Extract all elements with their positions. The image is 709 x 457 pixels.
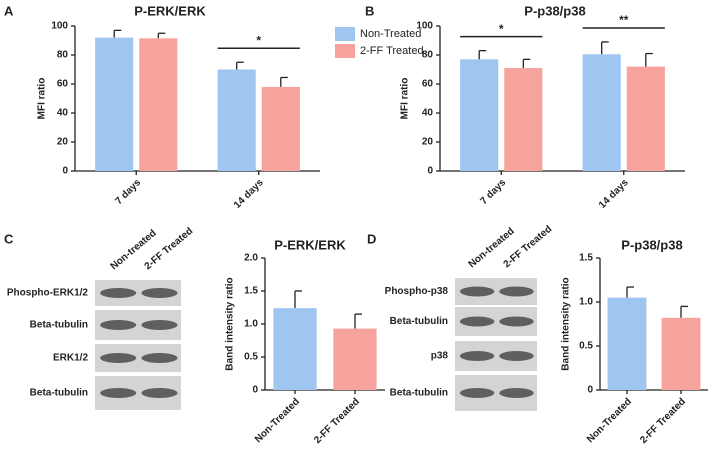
blot-band [459,316,495,327]
bar [582,54,621,171]
x-tick-label: Non-Treated [253,396,302,445]
bar [139,38,178,172]
significance-label: ** [619,13,629,27]
y-tick-label: 1.5 [244,286,258,297]
y-tick-label: 1.5 [579,253,593,264]
blot-row-label: Beta-tubulin [390,316,448,327]
blot-row-label: Beta-tubulin [30,320,88,331]
y-tick-label: 0 [587,385,593,396]
x-tick-label: 2-FF Treated [638,396,688,446]
blot-band [141,388,178,398]
y-tick-label: 2.0 [244,253,258,264]
y-tick-label: 80 [57,50,69,61]
y-tick-label: 0.5 [579,341,593,352]
bar [273,308,317,390]
y-axis-label: Band intensity ratio [225,277,236,370]
bar [95,37,134,171]
significance-label: * [499,22,504,36]
legend-label: 2-FF Treated [360,45,424,57]
bar [607,297,647,390]
x-tick-label: 2-FF Treated [312,396,362,446]
panel-letter: C [4,231,14,246]
y-tick-label: 20 [57,137,69,148]
y-axis-label: MFI ratio [400,78,411,120]
blot-band [141,320,178,330]
y-tick-label: 100 [416,21,433,32]
blot-band [100,388,137,398]
blot-band [141,353,178,363]
significance-label: * [256,33,261,47]
bar [460,59,499,171]
y-axis-label: MFI ratio [37,78,48,120]
chart-title: P-ERK/ERK [134,3,206,18]
bar [504,68,543,171]
blot-row-label: Phospho-ERK1/2 [7,288,89,299]
y-tick-label: 40 [422,108,434,119]
legend-swatch [335,44,355,58]
bar [333,328,377,390]
y-tick-label: 20 [422,137,434,148]
y-tick-label: 60 [57,79,69,90]
blot-row-label: Beta-tubulin [30,388,88,399]
bar [217,69,256,171]
panel-letter: A [4,3,14,18]
legend-swatch [335,27,355,41]
y-tick-label: 1.0 [579,297,593,308]
x-tick-label: 14 days [232,177,266,211]
blot-band [459,388,495,398]
bar [626,66,665,171]
chart-title: P-ERK/ERK [274,237,346,252]
y-axis-label: Band intensity ratio [561,277,572,370]
y-tick-label: 60 [422,79,434,90]
panel-letter: B [365,3,374,18]
blot-band [459,351,495,361]
legend-label: Non-Treated [360,28,421,40]
blot-band [499,316,534,327]
blot-band [499,286,534,297]
bar [261,86,300,171]
y-tick-label: 1.0 [244,319,258,330]
chart-title: P-p38/p38 [621,237,682,252]
blot-band [459,286,495,297]
blot-band [100,320,137,330]
blot-band [100,288,137,298]
x-tick-label: 7 days [478,177,508,207]
bar [661,317,701,390]
y-tick-label: 80 [422,50,434,61]
x-tick-label: Non-Treated [585,396,634,445]
y-tick-label: 0 [252,385,258,396]
blot-row-label: p38 [431,351,449,362]
y-tick-label: 0 [62,166,68,177]
chart-title: P-p38/p38 [524,3,585,18]
panel-letter: D [367,231,376,246]
blot-band [100,353,137,363]
x-tick-label: 14 days [597,177,631,211]
y-tick-label: 0 [427,166,433,177]
blot-row-label: Beta-tubulin [390,388,448,399]
x-tick-label: 7 days [113,177,143,207]
blot-row-label: Phospho-p38 [385,286,449,297]
blot-band [141,288,178,298]
y-tick-label: 40 [57,108,69,119]
y-tick-label: 0.5 [244,352,258,363]
blot-band [499,388,534,398]
blot-row-label: ERK1/2 [53,353,88,364]
y-tick-label: 100 [51,21,68,32]
blot-band [499,351,534,361]
